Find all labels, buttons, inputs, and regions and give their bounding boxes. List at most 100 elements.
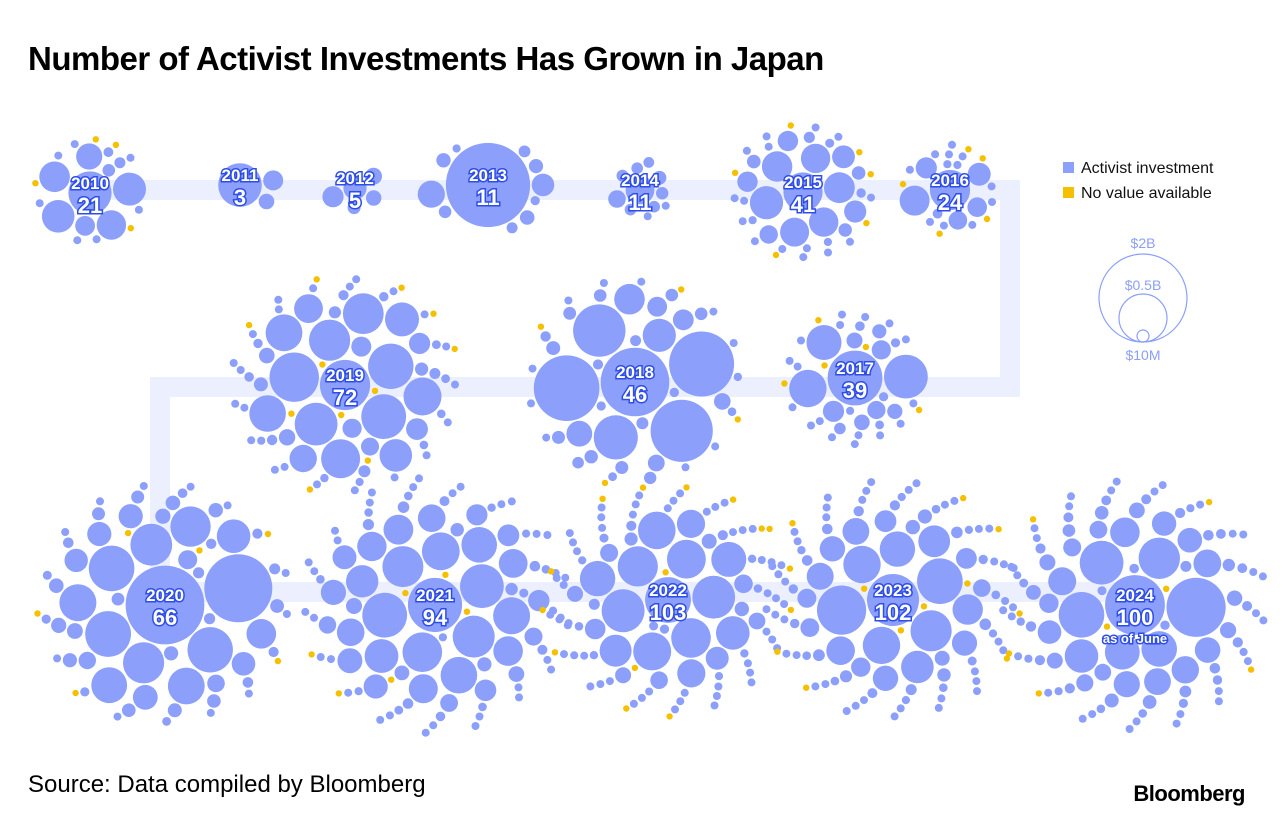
bubble-investment-2023 <box>990 557 999 566</box>
bubble-investment-2010 <box>126 153 135 162</box>
bubble-no-value-2022 <box>547 568 555 575</box>
bubble-investment-2021 <box>421 728 430 737</box>
bubble-investment-2017 <box>876 431 885 440</box>
bubble-no-value-2023 <box>789 520 796 527</box>
bubble-investment-2022 <box>701 533 717 549</box>
bubble-investment-2024 <box>1088 710 1097 719</box>
bubble-investment-2018 <box>533 355 600 422</box>
bubble-investment-2019 <box>257 436 266 445</box>
bubble-investment-2022 <box>757 556 766 564</box>
bubble-investment-2018 <box>608 472 617 482</box>
bubble-investment-2019 <box>265 314 303 352</box>
bubble-investment-2023 <box>979 618 992 631</box>
bubble-investment-2019 <box>280 462 289 471</box>
bubble-investment-2022 <box>629 699 638 708</box>
bubble-investment-2018 <box>733 372 742 382</box>
bubble-investment-2021 <box>367 488 376 497</box>
bubble-investment-2019 <box>236 366 245 374</box>
bubble-investment-2024 <box>1110 517 1140 548</box>
bubble-investment-2023 <box>801 555 813 566</box>
bubble-investment-2020 <box>123 642 165 684</box>
bubble-investment-2021 <box>497 524 520 547</box>
bubble-investment-2021 <box>487 503 496 512</box>
bubble-investment-2024 <box>1172 719 1181 728</box>
bubble-investment-2020 <box>49 578 64 593</box>
bubble-investment-2020 <box>242 677 254 688</box>
bubble-investment-2020 <box>167 667 205 705</box>
bubble-investment-2019 <box>420 310 429 319</box>
bubble-no-value-2022 <box>666 713 673 720</box>
bubble-investment-2023 <box>1001 597 1010 605</box>
bubble-investment-2018 <box>552 430 565 444</box>
bubble-investment-2021 <box>522 529 531 538</box>
bubble-investment-2018 <box>669 331 735 397</box>
bubble-investment-2019 <box>249 395 286 432</box>
bubble-investment-2023 <box>973 579 991 597</box>
bubble-no-value-2023 <box>960 494 967 502</box>
bubble-investment-2022 <box>565 529 574 538</box>
bubble-investment-2015 <box>799 253 808 262</box>
bubble-investment-2021 <box>376 715 385 724</box>
bubble-investment-2016 <box>967 162 991 186</box>
source-note: Source: Data compiled by Bloomberg <box>28 771 426 798</box>
count-label-2012: 5 <box>349 188 361 213</box>
bubble-investment-2017 <box>871 340 891 360</box>
bubble-investment-2020 <box>63 537 74 549</box>
bubble-investment-2019 <box>390 473 399 482</box>
legend-label-no-value: No value available <box>1081 185 1212 202</box>
bubble-investment-2019 <box>338 290 349 301</box>
bubble-investment-2017 <box>834 422 846 435</box>
bubble-investment-2022 <box>720 498 729 507</box>
bubble-no-value-2023 <box>861 585 868 592</box>
bubble-investment-2017 <box>854 431 863 440</box>
bubble-investment-2024 <box>1158 481 1167 490</box>
bubble-investment-2023 <box>830 676 840 686</box>
bubble-investment-2023 <box>802 651 811 660</box>
note-label-2024: as of June <box>1103 631 1167 646</box>
bubble-investment-2018 <box>546 341 561 356</box>
bubble-investment-2020 <box>244 689 253 698</box>
bubble-investment-2015 <box>802 244 811 253</box>
bubble-no-value-2015 <box>787 122 794 129</box>
bubble-investment-2024 <box>1151 511 1177 536</box>
bubble-investment-2023 <box>781 577 790 586</box>
bubble-investment-2015 <box>832 145 855 169</box>
bubble-investment-2020 <box>59 584 97 622</box>
bubble-investment-2022 <box>711 502 720 511</box>
bubble-investment-2019 <box>309 284 318 293</box>
bubble-no-value-2023 <box>1003 655 1011 662</box>
bubble-investment-2024 <box>1232 637 1243 648</box>
bubble-investment-2012 <box>322 186 344 208</box>
bubble-investment-2023 <box>817 585 867 635</box>
bubble-investment-2018 <box>600 347 670 417</box>
bubble-investment-2022 <box>555 615 564 624</box>
bubble-investment-2021 <box>362 519 374 531</box>
bubble-investment-2024 <box>1046 652 1063 669</box>
bubble-investment-2019 <box>274 305 283 314</box>
bubble-investment-2022 <box>734 574 753 594</box>
bubble-investment-2019 <box>368 343 414 389</box>
bubble-investment-2022 <box>628 510 637 519</box>
bubble-investment-2024 <box>1104 693 1119 708</box>
bubble-investment-2022 <box>645 577 691 623</box>
bubble-investment-2014 <box>656 187 669 200</box>
bubble-investment-2017 <box>890 338 901 348</box>
bubble-investment-2019 <box>442 342 451 351</box>
bubble-investment-2023 <box>793 537 802 546</box>
bubble-investment-2015 <box>867 193 875 202</box>
bubble-investment-2023 <box>951 630 978 656</box>
bubble-investment-2022 <box>578 556 587 565</box>
year-label-2016: 2016 <box>931 171 969 190</box>
bubble-investment-2020 <box>92 507 105 521</box>
bubble-investment-2022 <box>579 560 616 597</box>
bubble-investment-2021 <box>440 656 478 694</box>
bubble-investment-2021 <box>537 644 548 655</box>
bubble-investment-2015 <box>834 132 843 141</box>
bubble-investment-2016 <box>929 169 971 211</box>
bubble-investment-2021 <box>336 618 365 647</box>
bubble-investment-2021 <box>316 653 325 661</box>
bubble-investment-2024 <box>1039 593 1059 613</box>
bubble-investment-2017 <box>806 325 842 360</box>
bubble-investment-2021 <box>331 526 339 535</box>
bubble-investment-2015 <box>824 172 855 204</box>
